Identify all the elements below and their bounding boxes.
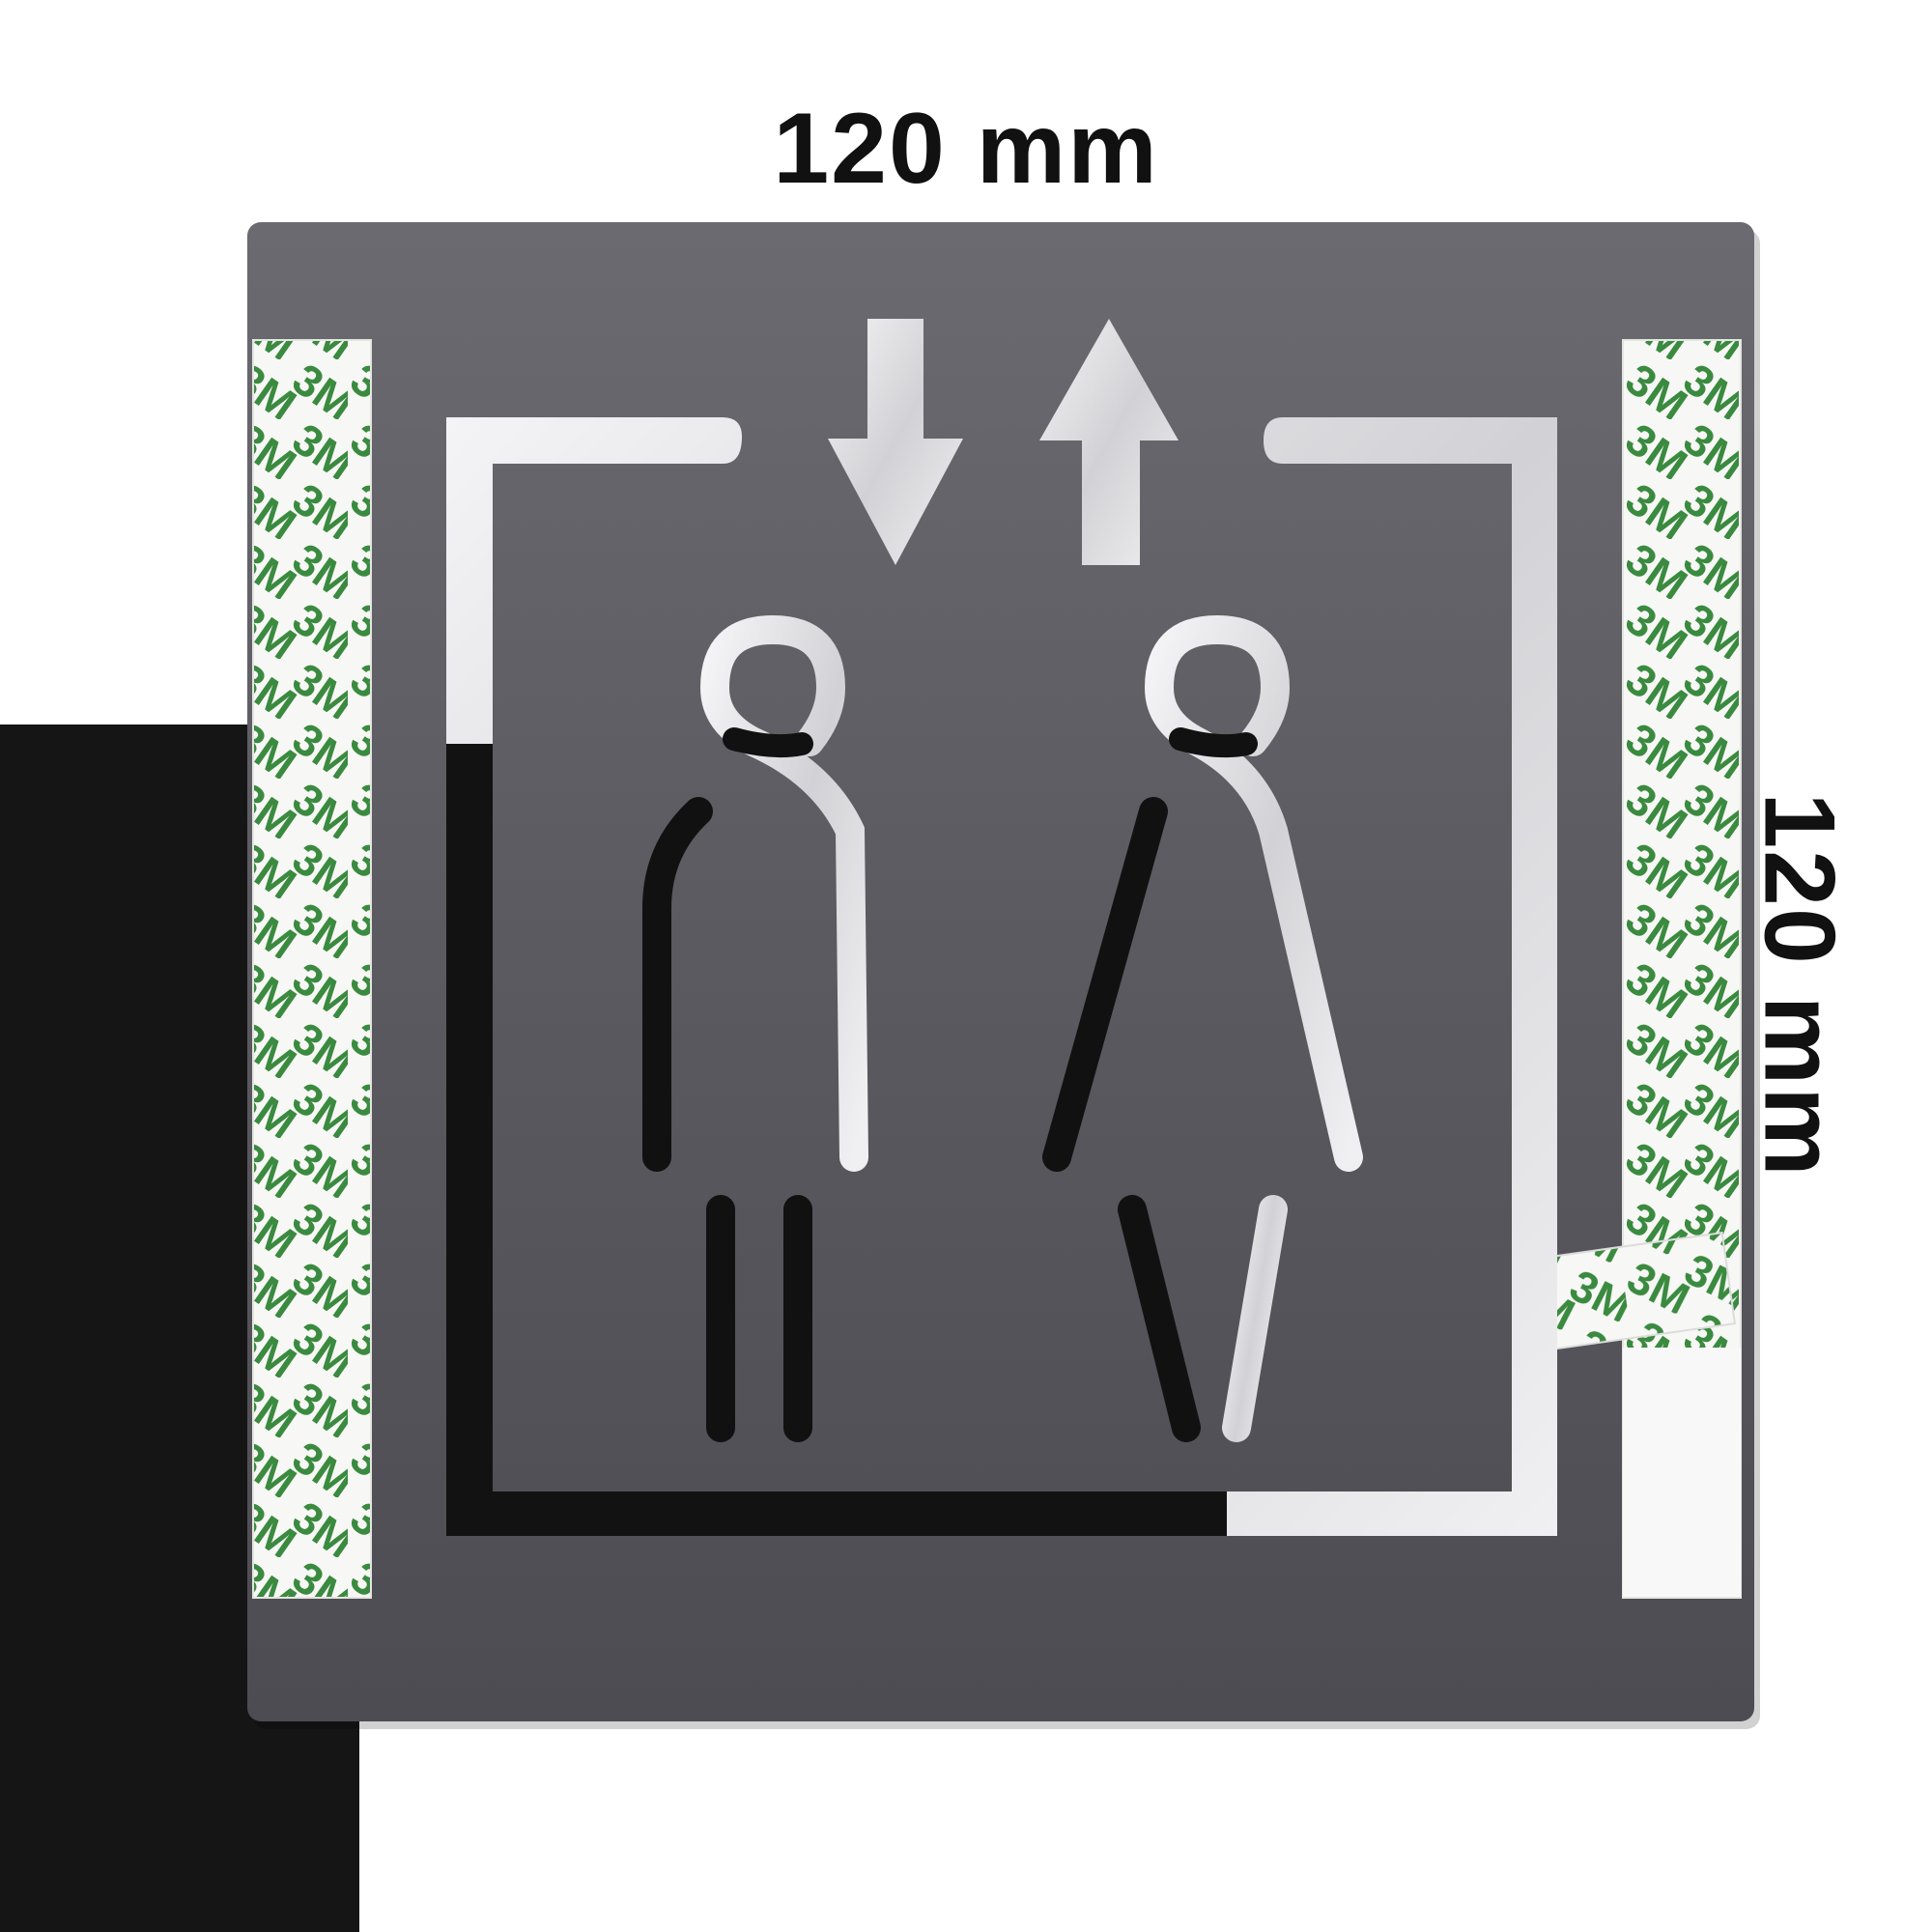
left-adhesive-tape [252, 339, 372, 1599]
woman-icon [1042, 614, 1363, 1442]
width-dimension-label: 120 mm [773, 93, 1159, 205]
man-icon [642, 614, 868, 1442]
arrow-up-icon [1039, 319, 1179, 565]
arrow-down-icon [828, 319, 963, 565]
right-tape-bare-section [1623, 1348, 1741, 1597]
sign-plate [247, 222, 1754, 1721]
